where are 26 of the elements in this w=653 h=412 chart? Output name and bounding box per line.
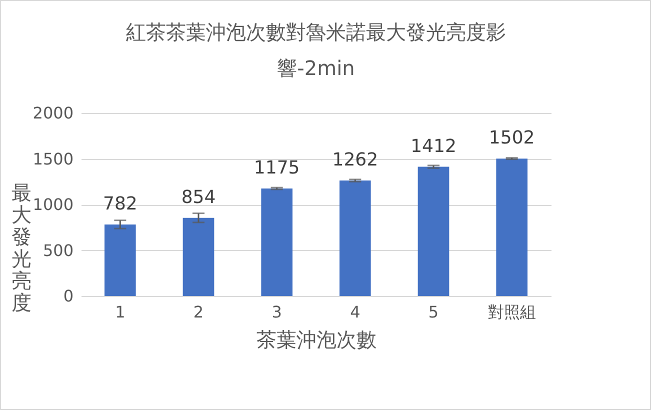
bar	[418, 166, 450, 296]
x-tick-label: 4	[350, 302, 360, 322]
y-tick-label: 0	[63, 286, 74, 306]
data-label: 1412	[410, 136, 456, 157]
data-label: 782	[102, 193, 138, 214]
data-label: 1502	[488, 128, 535, 149]
x-tick-label: 3	[272, 302, 282, 322]
x-tick-label: 對照組	[488, 302, 536, 322]
bar	[496, 158, 528, 296]
x-axis-title: 茶葉沖泡次數	[256, 328, 376, 352]
chart-title: 紅茶茶葉沖泡次數對魯米諾最大發光亮度影響-2min	[126, 20, 506, 80]
x-tick-label: 5	[428, 302, 439, 322]
bar	[261, 188, 292, 296]
data-label: 1175	[254, 157, 300, 178]
y-tick-label: 500	[42, 240, 74, 260]
y-tick-label: 1500	[32, 149, 74, 168]
bar	[182, 218, 214, 296]
y-tick-label: 1000	[32, 195, 74, 214]
y-axis-title: 最大發光亮度	[12, 180, 32, 314]
data-label: 1262	[332, 150, 378, 171]
bar	[104, 224, 136, 296]
bar	[340, 180, 371, 296]
y-tick-label: 2000	[32, 104, 74, 122]
x-tick-label: 1	[115, 302, 126, 322]
data-label: 854	[181, 186, 216, 208]
x-tick-label: 2	[193, 302, 204, 322]
